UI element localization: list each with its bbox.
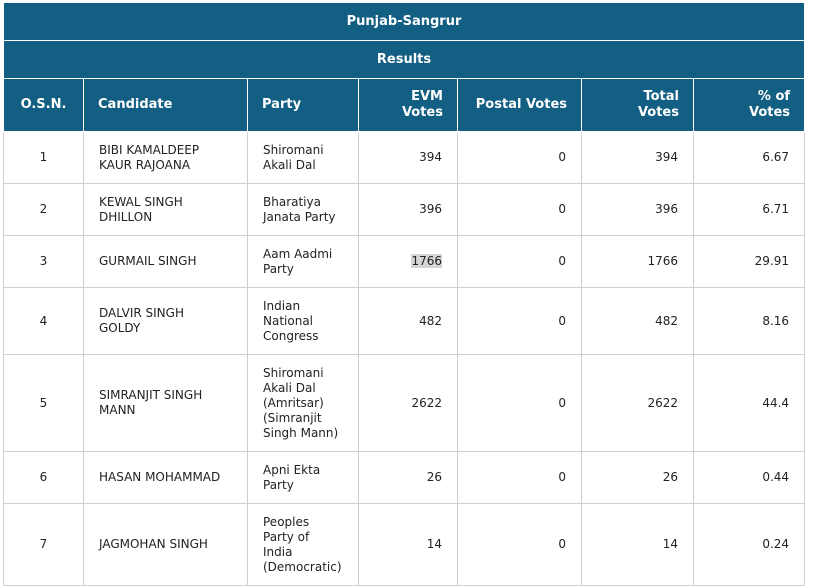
pct-votes-cell: 6.67 <box>692 131 806 184</box>
postal-votes-cell: 0 <box>457 183 582 236</box>
evm-votes-cell: 482 <box>358 287 458 355</box>
party-cell: Shiromani Akali Dal (Amritsar) (Simranjit Si… <box>247 354 359 452</box>
pct-votes-cell: 6.71 <box>692 183 806 236</box>
total-votes-cell: 14 <box>581 503 694 586</box>
total-votes-cell: 482 <box>581 287 694 355</box>
candidate-cell: SIMRANJIT SINGH MANN <box>83 354 248 452</box>
osn-cell: 3 <box>3 235 84 288</box>
selected-text: 1766 <box>411 254 442 268</box>
candidate-cell: BIBI KAMALDEEP KAUR RAJOANA <box>83 131 248 184</box>
col-postal-votes: Postal Votes <box>457 78 582 132</box>
postal-votes-cell: 0 <box>457 131 582 184</box>
evm-votes-cell: 1766 <box>358 235 458 288</box>
col-candidate: Candidate <box>83 78 248 132</box>
pct-votes-cell: 8.16 <box>692 287 806 355</box>
postal-votes-cell: 0 <box>457 451 582 504</box>
party-cell: Aam Aadmi Party <box>247 235 359 288</box>
candidate-cell: KEWAL SINGH DHILLON <box>83 183 248 236</box>
total-votes-cell: 396 <box>581 183 694 236</box>
party-cell: Peoples Party of India (Democratic) <box>247 503 359 586</box>
evm-votes-cell: 2622 <box>358 354 458 452</box>
candidate-cell: GURMAIL SINGH <box>83 235 248 288</box>
candidate-cell: DALVIR SINGH GOLDY <box>83 287 248 355</box>
candidate-cell: JAGMOHAN SINGH <box>83 503 248 586</box>
col-party: Party <box>247 78 359 132</box>
evm-votes-cell: 396 <box>358 183 458 236</box>
results-table: Punjab-Sangrur Results O.S.N. Candidate … <box>2 2 806 586</box>
postal-votes-cell: 0 <box>457 287 582 355</box>
party-cell: Bharatiya Janata Party <box>247 183 359 236</box>
col-osn: O.S.N. <box>3 78 84 132</box>
pct-votes-cell: 29.91 <box>692 235 806 288</box>
pct-votes-cell: 0.24 <box>692 503 806 586</box>
column-headers: O.S.N. Candidate Party EVM Votes Postal V… <box>3 78 806 132</box>
col-pct-votes: % of Votes <box>692 78 806 132</box>
col-evm-votes: EVM Votes <box>358 78 458 132</box>
party-cell: Shiromani Akali Dal <box>247 131 359 184</box>
osn-cell: 4 <box>3 287 84 355</box>
total-votes-cell: 394 <box>581 131 694 184</box>
postal-votes-cell: 0 <box>457 503 582 586</box>
table-row: 1 BIBI KAMALDEEP KAUR RAJOANA Shiromani Ak… <box>3 131 806 184</box>
table-row: 5 SIMRANJIT SINGH MANN Shiromani Akali Dal… <box>3 354 806 452</box>
total-votes-cell: 2622 <box>581 354 694 452</box>
pct-votes-cell: 0.44 <box>692 451 806 504</box>
osn-cell: 7 <box>3 503 84 586</box>
table-row: 7 JAGMOHAN SINGH Peoples Party of India (De… <box>3 503 806 586</box>
candidate-cell: HASAN MOHAMMAD <box>83 451 248 504</box>
party-cell: Indian National Congress <box>247 287 359 355</box>
evm-votes-cell: 26 <box>358 451 458 504</box>
table-row: 2 KEWAL SINGH DHILLON Bharatiya Janata Par… <box>3 183 806 236</box>
total-votes-cell: 26 <box>581 451 694 504</box>
postal-votes-cell: 0 <box>457 354 582 452</box>
table-row: 3 GURMAIL SINGH Aam Aadmi Party 1766 0 17… <box>3 235 806 288</box>
constituency-title: Punjab-Sangrur <box>2 2 806 41</box>
postal-votes-cell: 0 <box>457 235 582 288</box>
evm-votes-cell: 394 <box>358 131 458 184</box>
table-row: 4 DALVIR SINGH GOLDY Indian National Congre… <box>3 287 806 355</box>
evm-votes-cell: 14 <box>358 503 458 586</box>
table-row: 6 HASAN MOHAMMAD Apni Ekta Party 26 0 26 … <box>3 451 806 504</box>
osn-cell: 1 <box>3 131 84 184</box>
pct-votes-cell: 44.4 <box>692 354 806 452</box>
osn-cell: 2 <box>3 183 84 236</box>
results-heading: Results <box>2 40 806 79</box>
osn-cell: 6 <box>3 451 84 504</box>
osn-cell: 5 <box>3 354 84 452</box>
party-cell: Apni Ekta Party <box>247 451 359 504</box>
total-votes-cell: 1766 <box>581 235 694 288</box>
col-total-votes: Total Votes <box>581 78 694 132</box>
